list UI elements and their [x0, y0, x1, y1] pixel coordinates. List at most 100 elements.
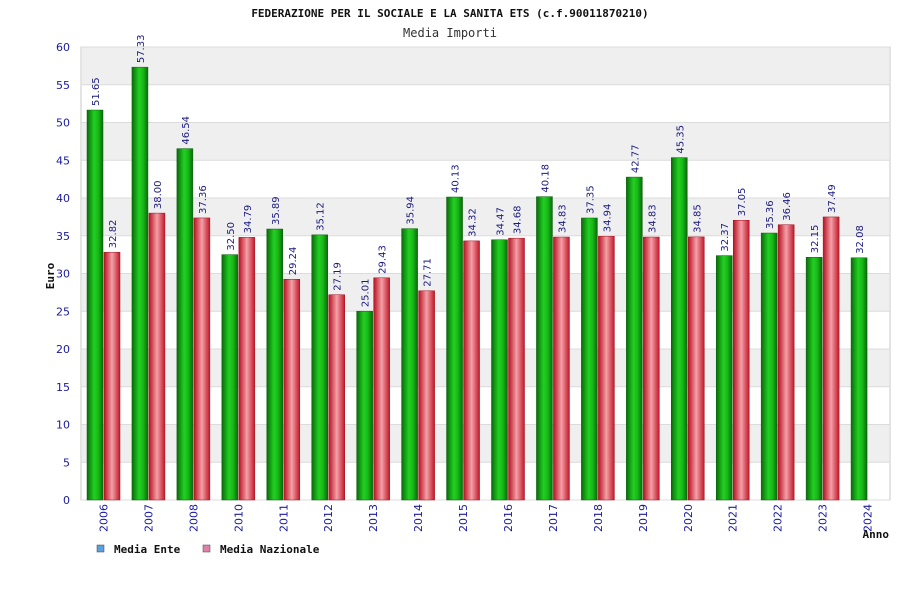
- data-label-media-ente-2006: 51.65: [91, 77, 102, 106]
- data-label-media-nazionale-2016: 34.68: [513, 206, 524, 235]
- x-tick-label-2008: 2008: [187, 504, 200, 532]
- data-label-media-ente-2022: 35.36: [765, 200, 776, 229]
- grid-band: [82, 349, 889, 387]
- bar-media-nazionale-2017: [553, 236, 570, 501]
- data-label-media-ente-2013: 25.01: [361, 279, 372, 308]
- y-tick-label: 50: [56, 117, 70, 130]
- data-labels: 51.65 32.82 57.33 38.00 46.54 37.36 32.50 34.79…: [91, 35, 866, 308]
- data-label-media-ente-2023: 32.15: [810, 225, 821, 254]
- bar-media-ente-2007: [131, 66, 149, 501]
- grid-band: [82, 273, 889, 312]
- y-tick-label: 10: [56, 419, 70, 432]
- data-label-media-ente-2020: 45.35: [675, 125, 686, 154]
- bar-media-ente-2008: [176, 148, 194, 501]
- bar-media-nazionale-2012: [328, 294, 345, 501]
- x-tick-label-2007: 2007: [142, 504, 155, 532]
- data-label-media-ente-2012: 35.12: [316, 202, 327, 231]
- bar-media-ente-2024: [850, 257, 868, 501]
- bar-media-ente-2013: [356, 310, 373, 501]
- y-tick-label: 30: [56, 268, 70, 281]
- y-tick-label: 60: [56, 41, 70, 54]
- bar-media-ente-2006: [86, 109, 104, 501]
- grid-band: [82, 198, 889, 236]
- bar-media-nazionale-2016: [508, 237, 525, 501]
- y-tick-label: 5: [63, 456, 70, 469]
- x-tick-label-2015: 2015: [457, 504, 470, 532]
- bar-media-ente-2015: [446, 196, 463, 501]
- bar-media-nazionale-2008: [193, 217, 211, 501]
- data-label-media-ente-2007: 57.33: [136, 35, 147, 64]
- legend-swatch-media-nazionale: [202, 544, 211, 553]
- y-tick-label: 55: [56, 79, 70, 92]
- y-tick-label: 25: [56, 305, 70, 318]
- data-label-media-ente-2011: 35.89: [271, 196, 282, 225]
- x-tick-label-2006: 2006: [97, 504, 110, 532]
- bar-media-nazionale-2013: [373, 277, 390, 501]
- data-label-media-ente-2021: 32.37: [720, 223, 731, 252]
- x-tick-label-2024: 2024: [862, 504, 875, 532]
- data-label-media-nazionale-2014: 27.71: [423, 258, 434, 287]
- y-tick-label: 20: [56, 343, 70, 356]
- y-tick-label: 40: [56, 192, 70, 205]
- x-axis-ticks: 2006 2007 2008 2010 2011 2012 2013 2014 2015 2016…: [97, 504, 874, 532]
- data-label-media-ente-2024: 32.08: [855, 225, 866, 254]
- x-tick-label-2020: 2020: [682, 504, 695, 532]
- data-label-media-nazionale-2013: 29.43: [378, 245, 389, 274]
- bar-media-ente-2016: [491, 239, 508, 501]
- data-label-media-nazionale-2007: 38.00: [153, 180, 164, 209]
- x-tick-label-2017: 2017: [547, 504, 560, 532]
- data-label-media-nazionale-2010: 34.79: [243, 205, 254, 234]
- legend-label-media-ente: Media Ente: [114, 543, 181, 556]
- data-label-media-nazionale-2017: 34.83: [557, 204, 568, 233]
- data-label-media-nazionale-2022: 36.46: [782, 192, 793, 221]
- x-tick-label-2018: 2018: [592, 504, 605, 532]
- bar-media-ente-2017: [536, 196, 553, 501]
- bar-media-nazionale-2021: [732, 220, 750, 501]
- data-label-media-ente-2015: 40.13: [451, 164, 462, 193]
- data-label-media-nazionale-2020: 34.85: [692, 204, 703, 233]
- data-label-media-nazionale-2012: 27.19: [333, 262, 344, 291]
- legend-item-media-ente: Media Ente: [96, 543, 181, 556]
- bar-media-ente-2018: [581, 217, 598, 501]
- bar-media-nazionale-2006: [103, 251, 121, 501]
- grid-band: [82, 424, 889, 463]
- data-label-media-ente-2008: 46.54: [181, 116, 192, 145]
- bar-media-nazionale-2022: [777, 224, 795, 501]
- legend-label-media-nazionale: Media Nazionale: [220, 543, 320, 556]
- x-tick-label-2022: 2022: [772, 504, 785, 532]
- x-tick-label-2013: 2013: [367, 504, 380, 532]
- legend-swatch-media-ente: [96, 544, 105, 553]
- x-tick-label-2011: 2011: [277, 504, 290, 532]
- chart-subtitle: Media Importi: [403, 26, 497, 40]
- grid-band: [82, 122, 889, 161]
- bar-media-nazionale-2015: [463, 240, 480, 501]
- y-tick-label: 15: [56, 381, 70, 394]
- bar-media-ente-2014: [401, 228, 418, 501]
- bar-media-nazionale-2019: [643, 236, 660, 501]
- data-label-media-ente-2018: 37.35: [585, 185, 596, 214]
- legend: Media Ente Media Nazionale: [96, 543, 320, 556]
- y-tick-label: 0: [63, 494, 70, 507]
- plot-background: [80, 46, 891, 501]
- data-label-media-ente-2010: 32.50: [226, 222, 237, 251]
- bars-group: [86, 66, 868, 501]
- bar-media-ente-2019: [626, 176, 643, 501]
- chart-title: FEDERAZIONE PER IL SOCIALE E LA SANITA E…: [251, 7, 648, 20]
- data-label-media-nazionale-2023: 37.49: [827, 184, 838, 213]
- data-label-media-ente-2017: 40.18: [540, 164, 551, 193]
- data-label-media-ente-2016: 34.47: [496, 207, 507, 236]
- data-label-media-nazionale-2021: 37.05: [737, 188, 748, 217]
- data-label-media-nazionale-2019: 34.83: [647, 204, 658, 233]
- bar-media-nazionale-2020: [688, 236, 705, 501]
- legend-item-media-nazionale: Media Nazionale: [202, 543, 320, 556]
- data-label-media-ente-2019: 42.77: [630, 144, 641, 173]
- y-tick-label: 45: [56, 154, 70, 167]
- x-tick-label-2021: 2021: [727, 504, 740, 532]
- x-axis-label: Anno: [863, 528, 890, 541]
- data-label-media-nazionale-2008: 37.36: [198, 185, 209, 214]
- bar-media-ente-2012: [311, 234, 328, 501]
- bar-media-ente-2011: [266, 228, 284, 501]
- bar-media-nazionale-2011: [283, 278, 301, 501]
- x-tick-label-2014: 2014: [412, 504, 425, 532]
